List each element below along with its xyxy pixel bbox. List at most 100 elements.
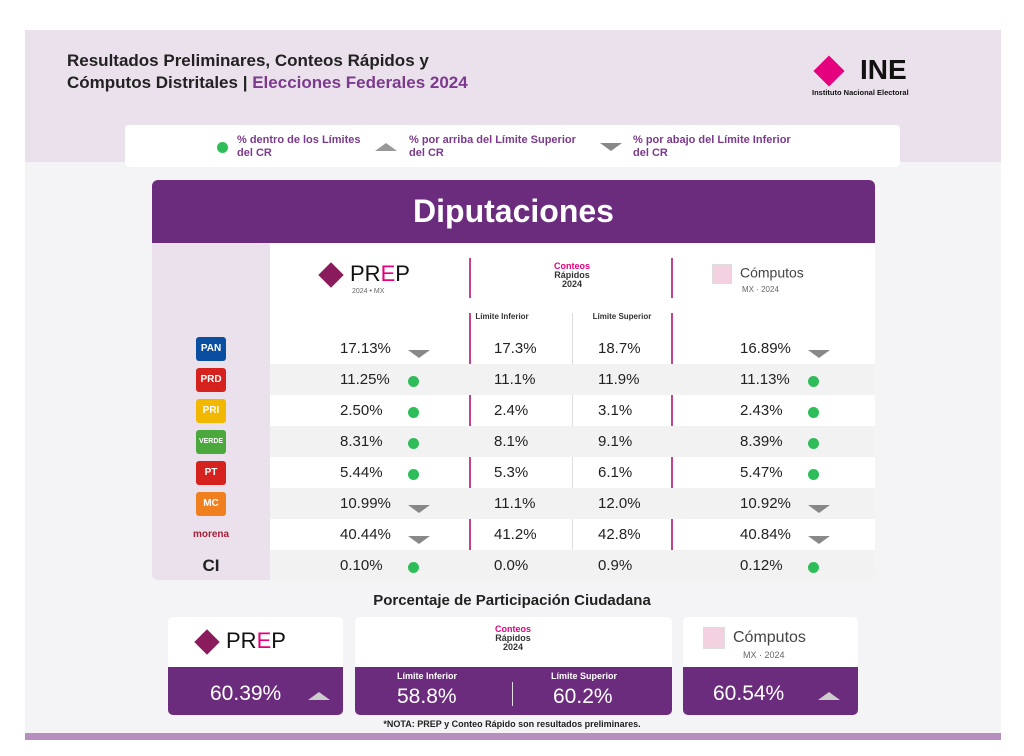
triangle-down-icon	[808, 350, 830, 358]
party-cell: VERDE	[152, 426, 270, 457]
computos-logo-name: Cómputos	[733, 629, 806, 647]
bottom-bar	[25, 733, 1001, 740]
prep-value: 8.31%	[340, 433, 383, 450]
green-dot-icon	[408, 438, 419, 449]
party-cell: PRD	[152, 364, 270, 395]
table-row: morena 40.44% 41.2% 42.8% 40.84%	[152, 519, 875, 550]
lower-limit-value: 11.1%	[494, 371, 536, 388]
computos-value: 11.13%	[740, 371, 790, 388]
prep-logo-pre: PR	[350, 261, 381, 286]
cr-logo-l1: Conteos	[554, 261, 590, 271]
triangle-down-icon	[808, 505, 830, 513]
diputaciones-card: Diputaciones PREP 2024 • MX Conteos Rápido…	[152, 180, 875, 580]
party-logo: VERDE	[196, 429, 226, 454]
participation-upper-label: Límite Superior	[551, 671, 618, 681]
prep-logo: PREP 2024 • MX	[318, 261, 410, 296]
green-dot-icon	[408, 469, 419, 480]
table-row: PT 5.44% 5.3% 6.1% 5.47%	[152, 457, 875, 488]
prep-logo-post: P	[395, 261, 410, 286]
prep-value: 17.13%	[340, 340, 391, 357]
legend-within: % dentro de los Límites del CR	[237, 134, 361, 159]
participation-lower-value: 58.8%	[397, 685, 457, 708]
computos-logo: Cómputos MX · 2024	[712, 264, 804, 294]
legend-above: % por arriba del Límite Superior del CR	[409, 134, 576, 159]
prep-value: 5.44%	[340, 464, 383, 481]
cr-logo: Conteos Rápidos 2024	[532, 262, 612, 289]
prep-value: 40.44%	[340, 526, 391, 543]
lower-limit-header: Límite Inferior	[475, 312, 529, 321]
legend: % dentro de los Límites del CR % por arr…	[125, 125, 900, 167]
party-logo: PRD	[196, 367, 226, 392]
upper-limit-header: Límite Superior	[592, 312, 652, 321]
computos-value: 10.92%	[740, 495, 791, 512]
ine-logo-sub: Instituto Nacional Electoral	[812, 88, 909, 97]
table-row: PRI 2.50% 2.4% 3.1% 2.43%	[152, 395, 875, 426]
party-logo: morena	[192, 529, 230, 540]
participation-computos-card: Cómputos MX · 2024 60.54%	[683, 617, 858, 715]
triangle-down-icon	[600, 143, 622, 151]
prep-diamond-icon	[194, 629, 220, 655]
title-separator: |	[242, 73, 248, 92]
triangle-down-icon	[408, 505, 430, 513]
table-row: PRD 11.25% 11.1% 11.9% 11.13%	[152, 364, 875, 395]
prep-logo-post: P	[271, 628, 286, 653]
party-logo: PT	[196, 460, 226, 485]
party-cell: PT	[152, 457, 270, 488]
triangle-down-icon	[808, 536, 830, 544]
upper-limit-value: 12.0%	[598, 495, 641, 512]
triangle-up-icon	[818, 692, 840, 700]
participation-prep-value: 60.39%	[210, 682, 282, 705]
prep-diamond-icon	[318, 262, 344, 288]
upper-limit-value: 11.9%	[598, 371, 640, 388]
party-logo: MC	[196, 491, 226, 516]
lower-limit-value: 17.3%	[494, 340, 537, 357]
table-row: PAN 17.13% 17.3% 18.7% 16.89%	[152, 333, 875, 364]
ine-logo: INE Instituto Nacional Electoral	[812, 54, 962, 98]
cr-logo: Conteos Rápidos 2024	[473, 625, 553, 652]
lower-limit-value: 41.2%	[494, 526, 537, 543]
upper-limit-value: 18.7%	[598, 340, 641, 357]
upper-limit-value: 42.8%	[598, 526, 641, 543]
green-dot-icon	[808, 562, 819, 573]
green-dot-icon	[808, 438, 819, 449]
lower-limit-value: 8.1%	[494, 433, 529, 450]
lower-limit-value: 5.3%	[494, 464, 529, 481]
green-dot-icon	[408, 562, 419, 573]
green-dot-icon	[808, 469, 819, 480]
card-title: Diputaciones	[152, 180, 875, 243]
party-cell: CI	[152, 550, 270, 580]
cr-logo-l3: 2024	[502, 642, 524, 652]
divider	[512, 682, 513, 706]
computos-value: 40.84%	[740, 526, 791, 543]
computos-icon	[703, 627, 725, 649]
green-dot-icon	[808, 376, 819, 387]
page-title: Resultados Preliminares, Conteos Rápidos…	[67, 50, 468, 94]
prep-logo: PREP	[194, 628, 286, 655]
table-row: CI 0.10% 0.0% 0.9% 0.12%	[152, 550, 875, 580]
footnote: *NOTA: PREP y Conteo Rápido son resultad…	[383, 719, 641, 729]
participation-cr-card: Conteos Rápidos 2024 Límite Inferior 58.8%…	[355, 617, 672, 715]
computos-value: 2.43%	[740, 402, 783, 419]
prep-logo-e: E	[256, 628, 272, 653]
computos-value: 0.12%	[740, 557, 783, 574]
table-row: MC 10.99% 11.1% 12.0% 10.92%	[152, 488, 875, 519]
participation-title: Porcentaje de Participación Ciudadana	[373, 592, 651, 609]
legend-below: % por abajo del Límite Inferior del CR	[633, 134, 791, 159]
party-cell: PAN	[152, 333, 270, 364]
cr-logo-l3: 2024	[561, 279, 583, 289]
party-cell: morena	[152, 519, 270, 550]
cr-logo-l2: Rápidos	[554, 270, 590, 280]
cr-logo-l1: Conteos	[495, 624, 531, 634]
participation-upper-value: 60.2%	[553, 685, 613, 708]
cr-logo-l2: Rápidos	[495, 633, 531, 643]
participation-lower-label: Límite Inferior	[397, 671, 458, 681]
green-dot-icon	[217, 142, 228, 153]
prep-logo-e: E	[380, 261, 396, 286]
divider	[671, 258, 673, 298]
ine-logo-word: INE	[860, 54, 907, 85]
lower-limit-value: 2.4%	[494, 402, 529, 419]
computos-logo-name: Cómputos	[740, 264, 804, 281]
lower-limit-value: 0.0%	[494, 557, 529, 574]
participation-prep-card: PREP 60.39%	[168, 617, 343, 715]
prep-logo-sub: 2024 • MX	[352, 288, 385, 295]
